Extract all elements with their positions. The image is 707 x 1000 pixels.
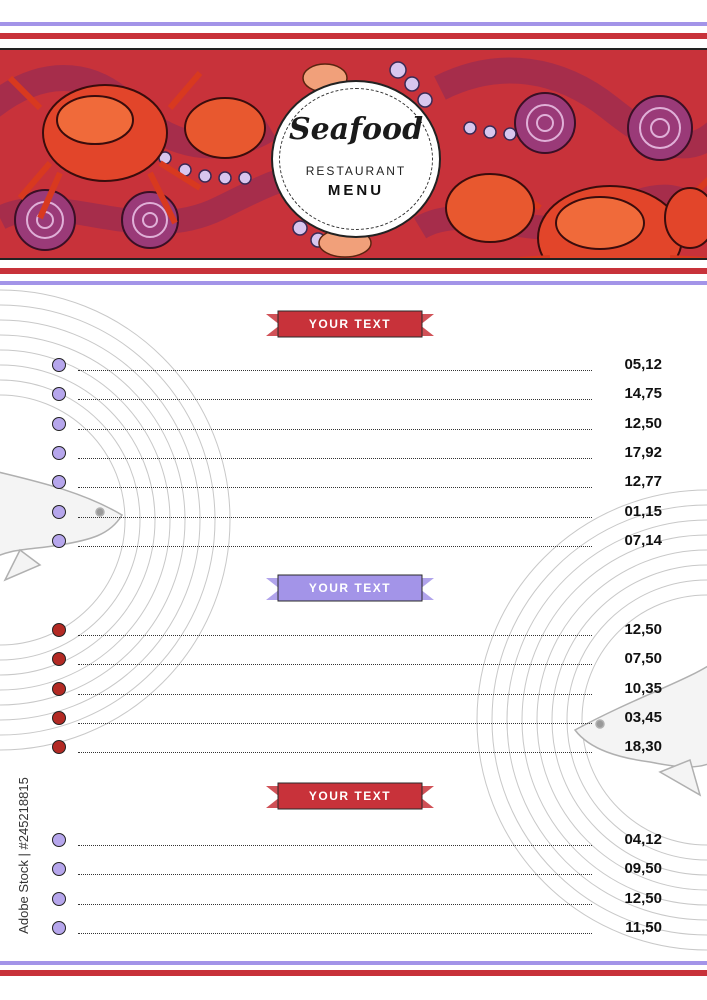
item-price: 10,35 (624, 680, 662, 697)
item-price: 01,15 (624, 503, 662, 520)
bullet-dot-icon (52, 921, 66, 935)
bullet-dot-icon (52, 740, 66, 754)
menu-item-row: 03,45 (52, 709, 662, 729)
item-price: 12,50 (624, 415, 662, 432)
item-price: 11,50 (625, 919, 662, 936)
section-ribbon: YOUR TEXT (266, 574, 434, 604)
menu-item-row: 05,12 (52, 356, 662, 376)
bullet-dot-icon (52, 711, 66, 725)
menu-item-row: 11,50 (52, 919, 662, 939)
bullet-dot-icon (52, 652, 66, 666)
item-price: 09,50 (624, 860, 662, 877)
menu-item-row: 10,35 (52, 680, 662, 700)
section-title: YOUR TEXT (308, 581, 392, 595)
item-price: 07,14 (624, 532, 662, 549)
header-stripe-lavender (0, 281, 707, 285)
top-stripe-red (0, 33, 707, 39)
watermark-text: Adobe Stock | #245218815 (16, 777, 31, 934)
menu-item-row: 04,12 (52, 831, 662, 851)
item-price: 07,50 (624, 650, 662, 667)
logo-dashed-ring (279, 88, 433, 230)
dotted-leader (78, 874, 592, 875)
bottom-stripe-lavender (0, 961, 707, 965)
menu-item-row: 09,50 (52, 860, 662, 880)
bullet-dot-icon (52, 446, 66, 460)
section-title: YOUR TEXT (308, 317, 392, 331)
item-price: 14,75 (624, 385, 662, 402)
bullet-dot-icon (52, 892, 66, 906)
logo-menu-label: MENU (327, 182, 385, 199)
bullet-dot-icon (52, 534, 66, 548)
bullet-dot-icon (52, 475, 66, 489)
logo-title: Seafood (288, 112, 424, 147)
top-stripe-lavender (0, 22, 707, 26)
crab-icon (7, 71, 707, 260)
bullet-dot-icon (52, 623, 66, 637)
menu-item-row: 12,50 (52, 415, 662, 435)
menu-item-row: 07,50 (52, 650, 662, 670)
dotted-leader (78, 399, 592, 400)
section-ribbon: YOUR TEXT (266, 310, 434, 340)
dotted-leader (78, 723, 592, 724)
logo-subtitle: RESTAURANT (305, 164, 407, 178)
section-ribbon: YOUR TEXT (266, 782, 434, 812)
header-stripe-red (0, 268, 707, 274)
bottom-stripe-red (0, 970, 707, 976)
item-price: 03,45 (624, 709, 662, 726)
item-price: 12,77 (624, 473, 662, 490)
fish-icon (0, 471, 707, 797)
dotted-leader (78, 517, 592, 518)
menu-item-row: 14,75 (52, 385, 662, 405)
dotted-leader (78, 429, 592, 430)
bullet-dot-icon (52, 387, 66, 401)
dotted-leader (78, 904, 592, 905)
item-price: 12,50 (624, 890, 662, 907)
menu-item-row: 01,15 (52, 503, 662, 523)
bullet-dot-icon (52, 417, 66, 431)
menu-item-row: 12,50 (52, 890, 662, 910)
dotted-leader (78, 487, 592, 488)
dotted-leader (78, 694, 592, 695)
item-price: 17,92 (624, 444, 662, 461)
item-price: 05,12 (624, 356, 662, 373)
bullet-dot-icon (52, 505, 66, 519)
item-price: 04,12 (624, 831, 662, 848)
dotted-leader (78, 933, 592, 934)
menu-item-row: 18,30 (52, 738, 662, 758)
dotted-leader (78, 664, 592, 665)
bullet-dot-icon (52, 833, 66, 847)
dotted-leader (78, 752, 592, 753)
dotted-leader (78, 370, 592, 371)
section-title: YOUR TEXT (308, 789, 392, 803)
menu-item-row: 12,50 (52, 621, 662, 641)
stock-watermark: Adobe Stock | #245218815 (8, 768, 38, 943)
bullet-dot-icon (52, 862, 66, 876)
dotted-leader (78, 635, 592, 636)
dotted-leader (78, 546, 592, 547)
dotted-leader (78, 458, 592, 459)
item-price: 18,30 (624, 738, 662, 755)
menu-item-row: 07,14 (52, 532, 662, 552)
bullet-dot-icon (52, 358, 66, 372)
menu-item-row: 17,92 (52, 444, 662, 464)
dotted-leader (78, 845, 592, 846)
plate-ring-icon (0, 289, 707, 951)
item-price: 12,50 (624, 621, 662, 638)
menu-item-row: 12,77 (52, 473, 662, 493)
restaurant-logo: Seafood RESTAURANT MENU (271, 80, 441, 238)
bullet-dot-icon (52, 682, 66, 696)
